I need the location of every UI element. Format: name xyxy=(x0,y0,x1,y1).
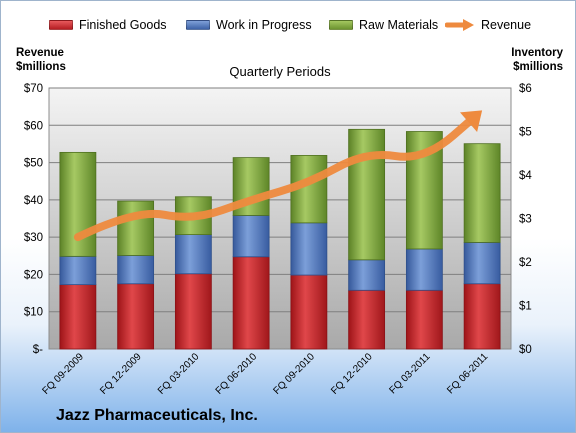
company-name: Jazz Pharmaceuticals, Inc. xyxy=(56,407,258,424)
bar-work-in-progress xyxy=(174,234,212,275)
right-tick-label: $6 xyxy=(519,83,532,95)
bar-work-in-progress xyxy=(463,242,501,285)
x-tick-label: FQ 06-2011 xyxy=(445,351,490,396)
bar-finished-goods xyxy=(174,273,212,350)
bar-finished-goods xyxy=(117,283,155,350)
bar-finished-goods xyxy=(405,289,443,350)
x-tick-label: FQ 12-2010 xyxy=(329,351,375,397)
legend-label-work-in-progress: Work in Progress xyxy=(216,18,312,32)
x-tick-label: FQ 03-2010 xyxy=(156,351,202,397)
right-axis-title: Inventory $millions xyxy=(511,46,563,74)
right-tick-label: $2 xyxy=(519,257,532,269)
bar-work-in-progress xyxy=(405,248,443,291)
bar-raw-materials xyxy=(348,128,386,261)
legend-item-work-in-progress: Work in Progress xyxy=(186,15,312,35)
bar-finished-goods xyxy=(463,283,501,350)
bar-work-in-progress xyxy=(290,222,328,276)
legend-swatch-work-in-progress xyxy=(186,20,210,30)
left-tick-label: $20 xyxy=(24,269,43,281)
left-tick-label: $40 xyxy=(24,195,43,207)
x-tick-label: FQ 06-2010 xyxy=(214,351,260,397)
bar-finished-goods xyxy=(290,274,328,350)
revenue-line xyxy=(73,118,473,242)
legend-label-raw-materials: Raw Materials xyxy=(359,18,439,32)
x-tick-label: FQ 09-2009 xyxy=(40,351,86,397)
bar-work-in-progress xyxy=(348,259,386,291)
bar-work-in-progress xyxy=(59,255,97,286)
right-tick-label: $0 xyxy=(519,344,532,356)
chart-title: Quarterly Periods xyxy=(229,64,331,79)
legend-arrow-icon xyxy=(445,19,474,31)
right-tick-label: $4 xyxy=(519,170,532,182)
legend-swatch-finished-goods xyxy=(49,20,73,30)
left-axis-title: Revenue $millions xyxy=(16,46,66,74)
legend-item-raw-materials: Raw Materials xyxy=(329,15,438,35)
left-tick-label: $50 xyxy=(24,158,43,170)
legend-swatch-raw-materials xyxy=(329,20,353,30)
left-tick-label: $60 xyxy=(24,120,43,132)
x-tick-label: FQ 03-2011 xyxy=(388,351,433,396)
legend-item-revenue: Revenue xyxy=(445,15,531,35)
bar-finished-goods xyxy=(59,284,97,350)
x-tick-label: FQ 12-2009 xyxy=(98,351,144,397)
right-tick-label: $5 xyxy=(519,127,532,139)
bar-raw-materials xyxy=(117,200,155,256)
right-tick-label: $3 xyxy=(519,214,532,226)
legend: Finished Goods Work in Progress Raw Mate… xyxy=(41,15,561,35)
bar-raw-materials xyxy=(463,143,501,243)
left-axis-title-line2: $millions xyxy=(16,61,66,73)
bar-work-in-progress xyxy=(117,255,155,285)
left-tick-label: $- xyxy=(33,344,43,356)
right-tick-label: $1 xyxy=(519,301,532,313)
x-tick-label: FQ 09-2010 xyxy=(271,351,317,397)
left-tick-label: $10 xyxy=(24,307,43,319)
legend-label-finished-goods: Finished Goods xyxy=(79,18,167,32)
bar-finished-goods xyxy=(348,289,386,350)
right-axis-title-line1: Inventory xyxy=(511,47,563,59)
left-tick-label: $70 xyxy=(24,83,43,95)
legend-label-revenue: Revenue xyxy=(481,18,532,32)
right-axis-title-line2: $millions xyxy=(513,61,563,73)
bar-work-in-progress xyxy=(232,215,270,258)
legend-item-finished-goods: Finished Goods xyxy=(49,15,167,35)
left-tick-label: $30 xyxy=(24,232,43,244)
revenue-arrowhead xyxy=(460,110,483,132)
bar-finished-goods xyxy=(232,256,270,350)
left-axis-title-line1: Revenue xyxy=(16,47,64,59)
